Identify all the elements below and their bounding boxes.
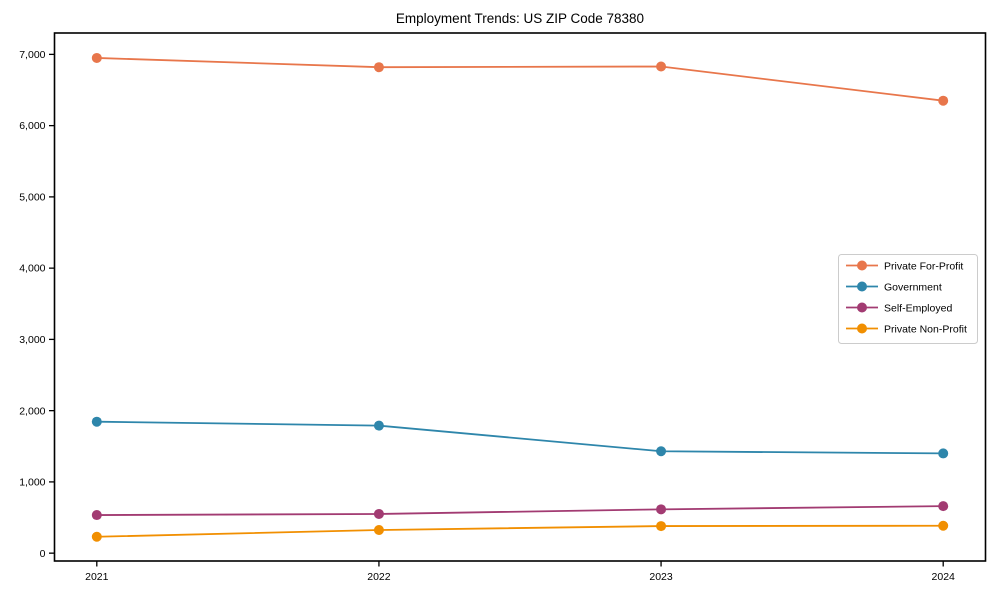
series-marker-private-for-profit [938, 95, 949, 106]
legend-marker-self-employed [857, 302, 867, 313]
legend-marker-private-for-profit [857, 260, 867, 271]
y-axis-tick-label: 2,000 [19, 405, 45, 417]
y-axis-tick-label: 1,000 [19, 477, 45, 489]
series-marker-government [938, 448, 949, 459]
x-axis-tick-label: 2023 [649, 571, 673, 583]
series-line-private-non-profit [96, 524, 944, 538]
legend-label-private-for-profit: Private For-Profit [884, 260, 963, 272]
y-axis-tick-label: 6,000 [19, 120, 45, 132]
series-marker-private-non-profit [373, 525, 384, 536]
legend-marker-private-non-profit [857, 323, 867, 334]
series-marker-government [656, 446, 667, 457]
series-line-government [96, 420, 944, 455]
legend-marker-government [857, 281, 867, 292]
series-marker-self-employed [91, 510, 102, 521]
y-axis-tick-label: 5,000 [19, 191, 45, 203]
x-axis-tick-label: 2024 [932, 571, 956, 583]
plot-frame [53, 32, 987, 562]
series-marker-private-non-profit [938, 520, 949, 531]
legend-label-self-employed: Self-Employed [884, 302, 952, 314]
y-axis-tick-label: 3,000 [19, 334, 45, 346]
series-marker-private-non-profit [91, 531, 102, 542]
series-marker-private-for-profit [656, 61, 667, 72]
chart-title: Employment Trends: US ZIP Code 78380 [395, 11, 645, 26]
y-axis-tick-label: 7,000 [19, 49, 45, 61]
series-line-private-for-profit [96, 57, 944, 102]
series-marker-private-non-profit [656, 521, 667, 532]
series-marker-government [373, 420, 384, 431]
series-line-self-employed [96, 505, 944, 516]
x-axis-tick-label: 2021 [85, 571, 109, 583]
series-marker-self-employed [373, 508, 384, 519]
legend-box [838, 254, 978, 344]
series-marker-private-for-profit [91, 52, 102, 63]
x-axis-tick-label: 2022 [367, 571, 391, 583]
series-marker-self-employed [656, 504, 667, 515]
series-marker-government [91, 416, 102, 427]
y-axis-tick-label: 4,000 [19, 263, 45, 275]
series-marker-self-employed [938, 501, 949, 512]
y-axis-tick-label: 0 [40, 548, 46, 560]
series-marker-private-for-profit [373, 62, 384, 73]
legend-label-government: Government [884, 281, 942, 293]
legend-label-private-non-profit: Private Non-Profit [884, 323, 967, 335]
